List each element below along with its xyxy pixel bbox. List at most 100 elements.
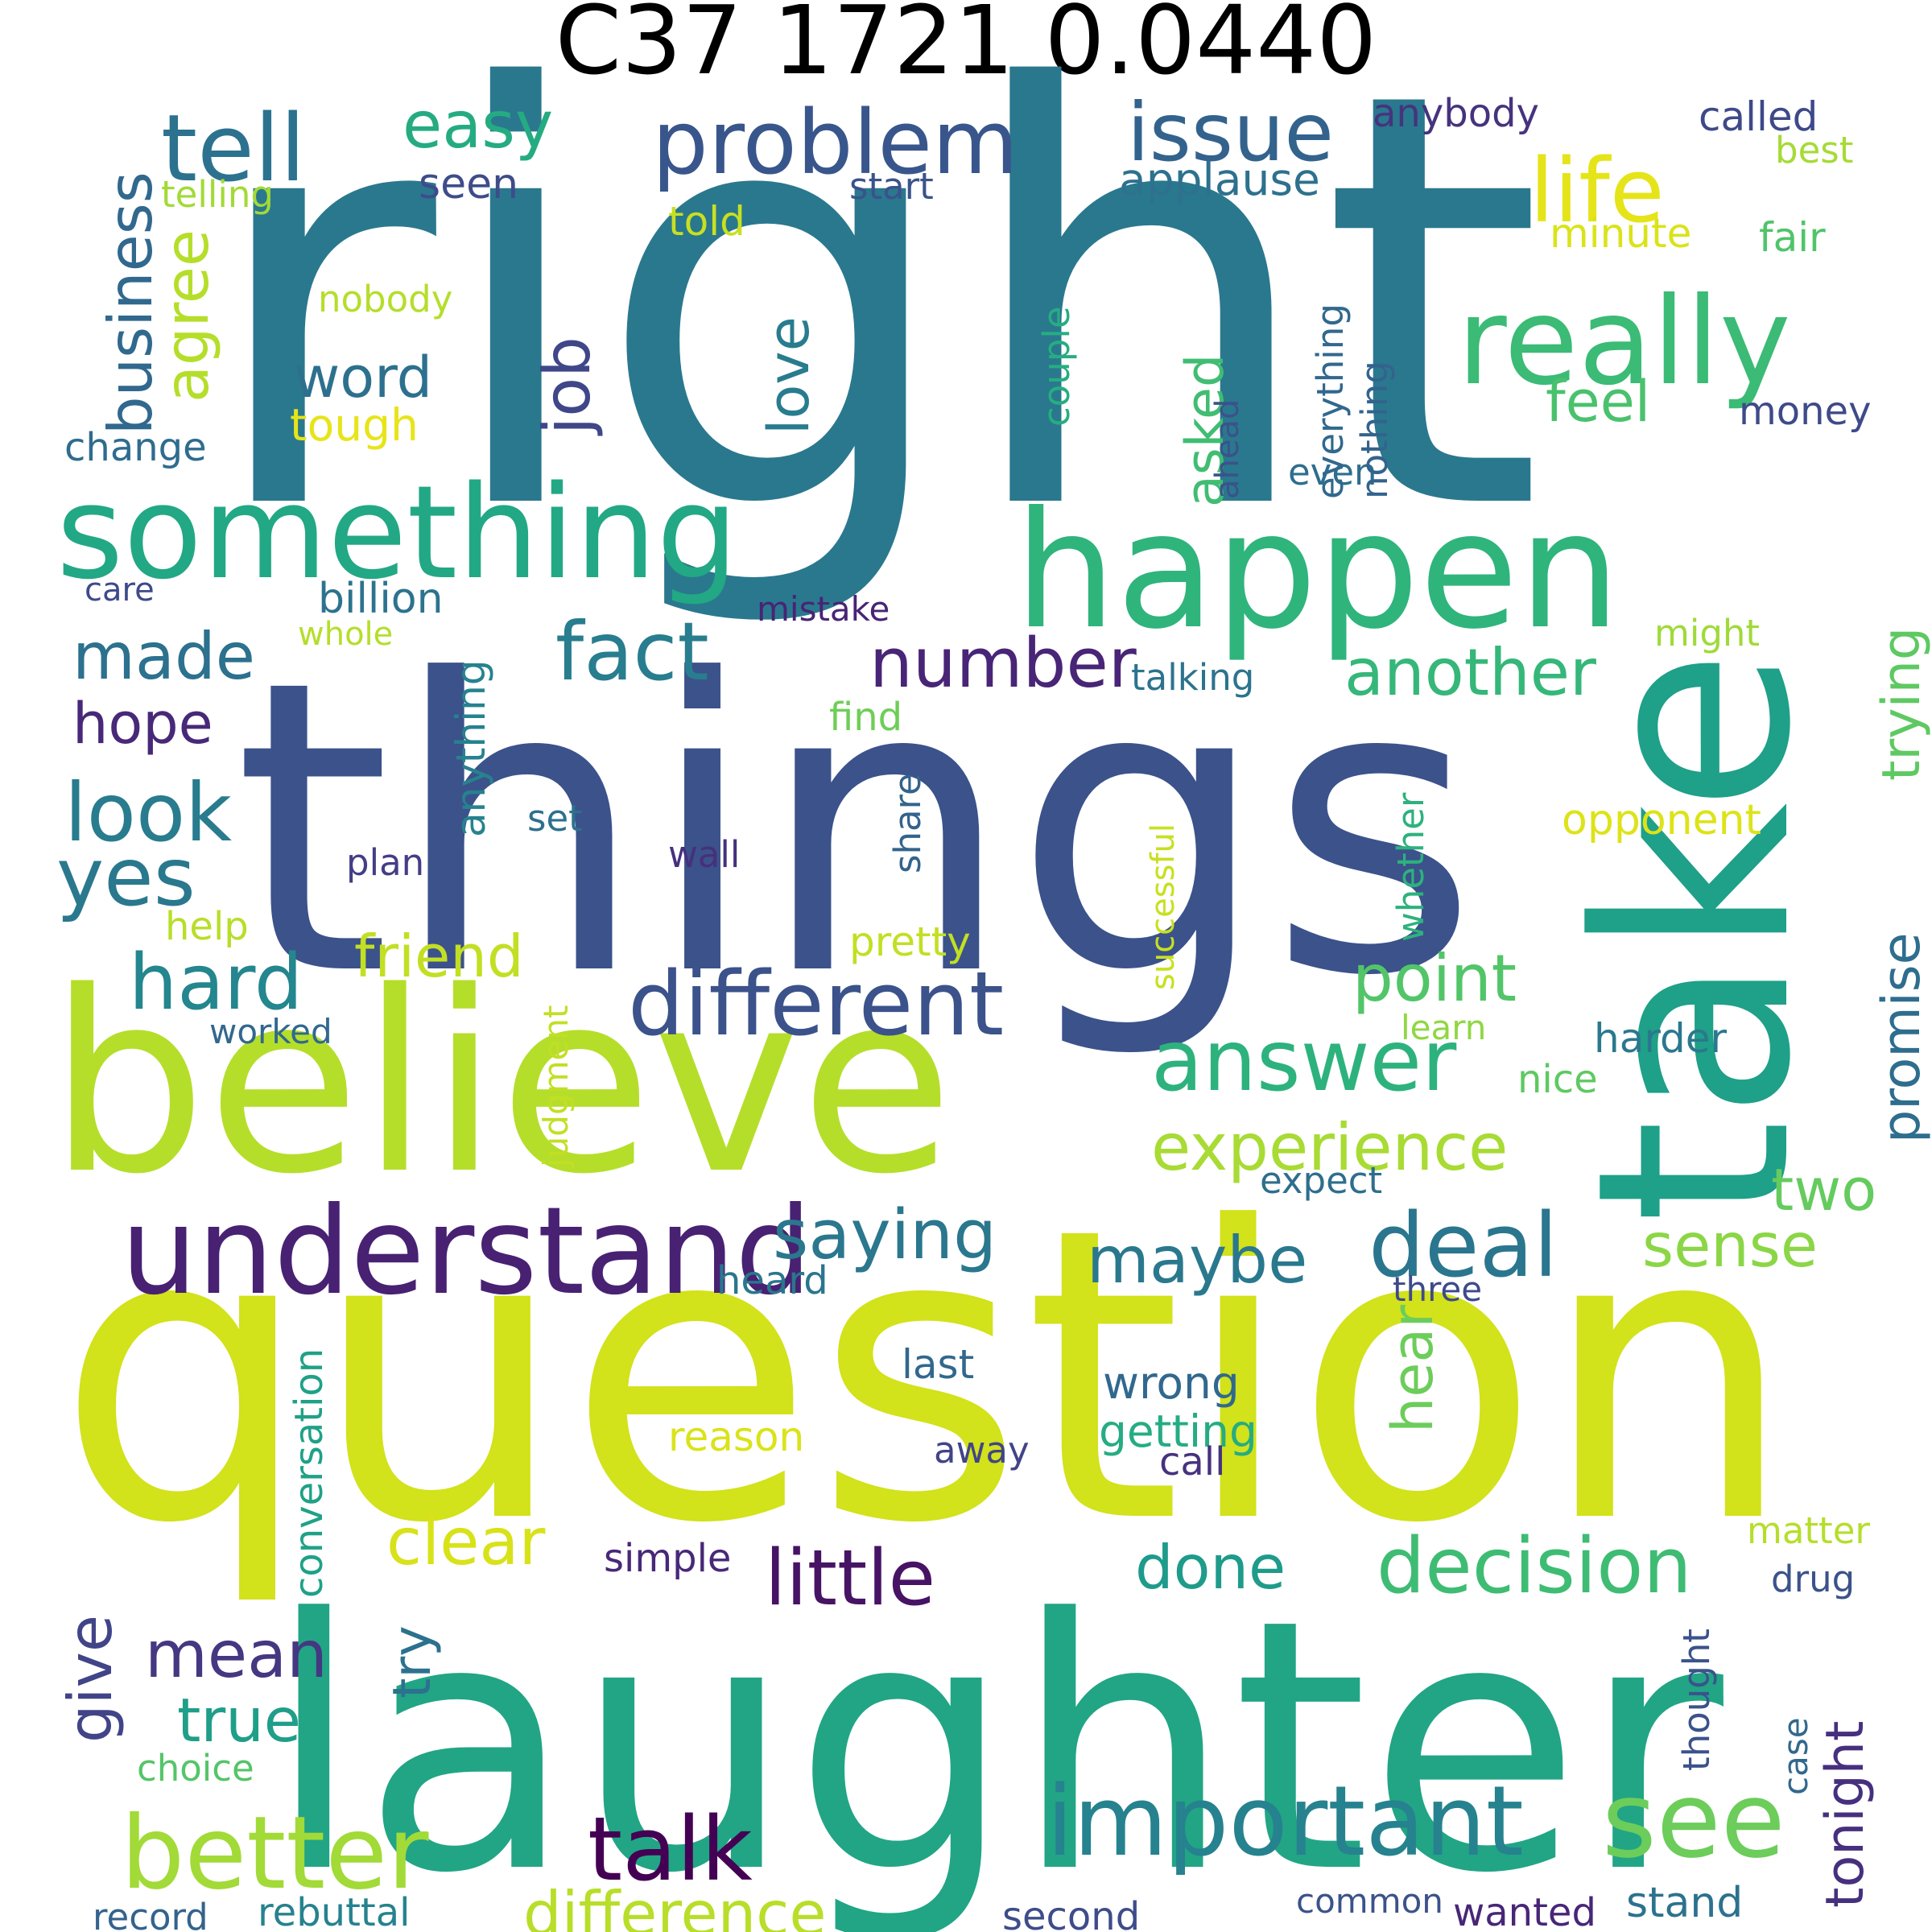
- word-experience: experience: [1151, 1110, 1509, 1185]
- word-rebuttal: rebuttal: [258, 1889, 411, 1932]
- word-heard: heard: [716, 1257, 828, 1303]
- word-call: call: [1159, 1439, 1226, 1484]
- word-look: look: [64, 766, 233, 860]
- word-worked: worked: [209, 1012, 332, 1052]
- word-tonight: tonight: [1815, 1720, 1876, 1908]
- word-nobody: nobody: [318, 278, 453, 320]
- word-learn: learn: [1401, 1008, 1487, 1048]
- word-things: things: [233, 595, 1479, 1063]
- figure-title: C37 1721 0.0440: [555, 0, 1377, 96]
- word-decision: decision: [1377, 1522, 1692, 1611]
- word-right: right: [201, 0, 1545, 636]
- word-made: made: [72, 619, 255, 694]
- word-called: called: [1699, 93, 1818, 140]
- word-yes: yes: [56, 830, 196, 924]
- word-tough: tough: [290, 399, 419, 451]
- word-deal: deal: [1368, 1194, 1558, 1297]
- word-drug: drug: [1771, 1558, 1856, 1600]
- word-care: care: [85, 572, 155, 609]
- word-see: see: [1602, 1759, 1785, 1881]
- word-set: set: [527, 797, 583, 840]
- word-tell: tell: [161, 95, 306, 203]
- word-start: start: [849, 165, 934, 208]
- word-pretty: pretty: [849, 919, 971, 965]
- word-wanted: wanted: [1453, 1889, 1596, 1932]
- word-common: common: [1296, 1881, 1443, 1922]
- word-question: question: [56, 1142, 1796, 1611]
- word-thought: thought: [1675, 1629, 1718, 1771]
- word-change: change: [64, 424, 207, 470]
- word-seen: seen: [419, 160, 519, 209]
- word-talking: talking: [1131, 656, 1255, 699]
- word-problem: problem: [652, 91, 1019, 194]
- word-fact: fact: [555, 605, 709, 699]
- word-two: two: [1771, 1156, 1877, 1224]
- word-hope: hope: [72, 691, 213, 757]
- word-couple: couple: [1035, 306, 1078, 427]
- word-answer: answer: [1151, 1012, 1457, 1110]
- word-hard: hard: [129, 939, 303, 1027]
- word-point: point: [1352, 941, 1517, 1016]
- word-happen: happen: [1014, 477, 1621, 665]
- word-believe: believe: [48, 939, 954, 1229]
- word-saying: saying: [773, 1195, 997, 1275]
- word-clear: clear: [386, 1505, 546, 1579]
- word-try: try: [382, 1625, 443, 1699]
- word-told: told: [668, 198, 745, 245]
- word-important: important: [1046, 1766, 1524, 1878]
- word-promise: promise: [1872, 932, 1932, 1143]
- word-understand: understand: [121, 1182, 812, 1322]
- word-done: done: [1135, 1532, 1286, 1603]
- word-wrong: wrong: [1103, 1357, 1240, 1409]
- word-everything: everything: [1309, 303, 1352, 499]
- word-plan: plan: [346, 841, 425, 884]
- word-getting: getting: [1099, 1406, 1257, 1457]
- word-whole: whole: [298, 616, 394, 653]
- word-even: even: [1288, 451, 1377, 493]
- word-nothing: nothing: [1353, 361, 1396, 499]
- word-talk: talk: [588, 1798, 753, 1901]
- word-easy: easy: [402, 88, 554, 163]
- word-minute: minute: [1550, 210, 1692, 257]
- word-opponent: opponent: [1562, 796, 1761, 845]
- word-last: last: [902, 1341, 975, 1388]
- word-word: word: [294, 345, 433, 411]
- word-best: best: [1775, 129, 1854, 171]
- word-ahead: ahead: [1209, 398, 1246, 499]
- word-take: take: [1540, 649, 1849, 1224]
- word-maybe: maybe: [1087, 1223, 1308, 1298]
- word-three: three: [1393, 1269, 1483, 1310]
- word-money: money: [1739, 388, 1872, 434]
- word-anything: anything: [448, 659, 494, 837]
- word-find: find: [829, 694, 903, 740]
- word-anybody: anybody: [1373, 90, 1539, 136]
- word-difference: difference: [523, 1878, 827, 1932]
- word-agree: agree: [151, 229, 222, 402]
- word-job: job: [530, 336, 605, 435]
- word-love: love: [756, 316, 822, 435]
- word-telling: telling: [161, 173, 274, 216]
- word-simple: simple: [604, 1535, 732, 1581]
- word-stand: stand: [1626, 1879, 1744, 1928]
- word-judgment: judgment: [536, 1005, 576, 1167]
- word-mean: mean: [145, 1617, 328, 1692]
- word-wall: wall: [668, 833, 741, 876]
- word-record: record: [93, 1896, 208, 1932]
- word-choice: choice: [137, 1747, 254, 1790]
- word-another: another: [1344, 635, 1596, 710]
- word-might: might: [1654, 612, 1761, 654]
- word-case: case: [1776, 1717, 1815, 1795]
- word-second: second: [1002, 1893, 1141, 1932]
- word-laughter: laughter: [266, 1546, 1724, 1932]
- word-really: really: [1457, 272, 1791, 412]
- word-away: away: [934, 1429, 1030, 1472]
- word-hear: hear: [1380, 1304, 1446, 1433]
- word-reason: reason: [668, 1414, 805, 1460]
- word-better: better: [121, 1795, 429, 1912]
- word-true: true: [177, 1685, 301, 1756]
- word-nice: nice: [1517, 1056, 1598, 1102]
- word-fair: fair: [1759, 214, 1826, 261]
- word-share: share: [886, 773, 929, 873]
- word-billion: billion: [318, 575, 444, 624]
